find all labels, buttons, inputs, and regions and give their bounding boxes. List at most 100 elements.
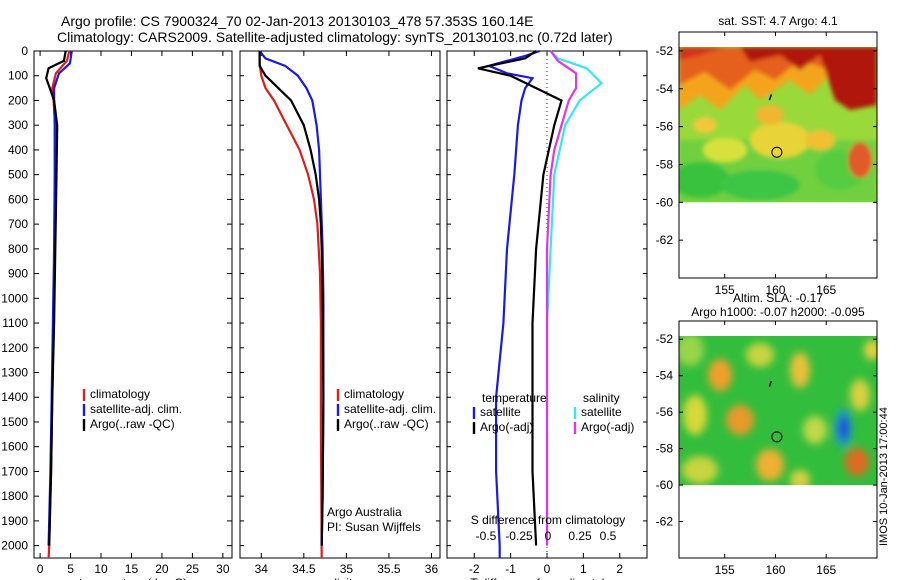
legend-label: satellite (480, 405, 521, 419)
legend-label: Argo(..raw -QC) (344, 417, 429, 431)
secondary-x-tick-label: 0.25 (568, 529, 592, 543)
footer-timestamp: IMOS 10-Jan-2013 17:00:44 (878, 407, 890, 546)
map-title: sat. SST: 4.7 Argo: 4.1 (718, 14, 838, 28)
map-empty-area (679, 485, 877, 558)
x-tick-label: 34 (255, 562, 269, 576)
y-tick-label: -62 (656, 233, 674, 247)
legend-label: Argo(-adj) (480, 420, 533, 434)
x-tick-label: 20 (155, 562, 169, 576)
plot-frame (239, 50, 441, 559)
y-tick-label: 400 (8, 143, 28, 157)
y-tick-label: -52 (656, 44, 674, 58)
y-tick-label: -54 (656, 369, 674, 383)
x-tick-label: 25 (186, 562, 200, 576)
sst-map-panel: -52 -54 -56 -58 -60 -62 155 160 165 sat. SST: 4.7… (656, 14, 878, 297)
y-tick-label: -54 (656, 82, 674, 96)
figure-title-line2: Climatology: CARS2009. Satellite-adjuste… (57, 29, 613, 45)
y-tick-label: 1600 (1, 440, 28, 454)
x-tick-label: 160 (765, 283, 785, 297)
x-tick-label: 155 (715, 563, 735, 577)
y-tick-label: -58 (656, 442, 674, 456)
x-tick-label: 35.5 (377, 562, 401, 576)
series-line (545, 50, 578, 546)
legend-title-salinity: salinity (583, 391, 620, 405)
secondary-x-tick-label: -0.25 (505, 529, 533, 543)
secondary-x-axis-label: S difference from climatology (471, 513, 626, 527)
y-tick-label: 1200 (1, 341, 28, 355)
y-tick-label: 1800 (1, 489, 28, 503)
float-track-mark (768, 94, 773, 101)
x-tick-label: 155 (715, 283, 735, 297)
map-frame (678, 320, 878, 559)
y-tick-label: -56 (656, 120, 674, 134)
y-tick-label: 1500 (1, 415, 28, 429)
y-tick-label: 1400 (1, 390, 28, 404)
argo-position-marker (771, 146, 783, 158)
series-line (258, 51, 323, 559)
y-tick-label: 1900 (1, 514, 28, 528)
legend-label: climatology (90, 387, 150, 401)
y-tick-label: 500 (8, 168, 28, 182)
x-tick-label: 2 (616, 562, 623, 576)
legend-title-temperature: temperature (482, 391, 547, 405)
y-tick-label: -52 (656, 332, 674, 346)
x-tick-label: -1 (505, 562, 516, 576)
y-tick-label: 1000 (1, 291, 28, 305)
figure-title-line1: Argo profile: CS 7900324_70 02-Jan-2013 … (61, 13, 534, 29)
x-tick-label: 36 (425, 562, 439, 576)
legend-label: Argo(..raw -QC) (90, 417, 175, 431)
x-tick-label: 165 (816, 563, 836, 577)
y-tick-label: -62 (656, 515, 674, 529)
x-tick-label: 35 (340, 562, 354, 576)
x-axis-label: T difference from climatology (470, 576, 624, 580)
temperature-panel: 0 5 10 15 20 25 300100200300400500600700800900… (1, 44, 233, 580)
secondary-x-tick-label: -0.5 (476, 529, 497, 543)
y-tick-label: 900 (8, 267, 28, 281)
map-empty-area (679, 202, 877, 278)
series-line (477, 50, 563, 546)
legend-label: satellite-adj. clim. (344, 402, 436, 416)
y-tick-label: -56 (656, 405, 674, 419)
series-line (258, 51, 325, 546)
x-tick-label: 160 (765, 563, 785, 577)
sst-heatmap (679, 47, 877, 203)
y-tick-label: 200 (8, 93, 28, 107)
y-tick-label: -58 (656, 157, 674, 171)
series-line (485, 49, 541, 558)
secondary-x-tick-label: 0 (545, 529, 552, 543)
legend-label: Argo(-adj) (581, 420, 634, 434)
x-tick-label: 34.5 (292, 562, 316, 576)
x-tick-label: 0 (544, 562, 551, 576)
y-tick-label: -60 (656, 478, 674, 492)
x-tick-label: 5 (67, 562, 74, 576)
x-tick-label: -2 (469, 562, 480, 576)
argo-position-marker (771, 431, 783, 443)
salinity-panel: 34 34.5 35 35.5 36 salinity climatologysatelli… (239, 50, 441, 580)
map-title: Argo h1000: -0.07 h2000: -0.095 (691, 305, 865, 319)
plot-frame (33, 50, 233, 559)
legend-label: satellite (581, 405, 622, 419)
y-tick-label: 100 (8, 69, 28, 83)
y-tick-label: -60 (656, 195, 674, 209)
y-tick-label: 0 (21, 44, 28, 58)
y-tick-label: 1100 (2, 316, 28, 330)
y-tick-label: 300 (8, 118, 28, 132)
float-track-mark (768, 380, 773, 387)
annotation-pi: PI: Susan Wijffels (327, 520, 421, 534)
x-tick-label: 10 (94, 562, 108, 576)
x-tick-label: 15 (125, 562, 139, 576)
x-axis-label: salinity (322, 576, 359, 580)
y-tick-label: 1700 (1, 464, 28, 478)
map-frame (678, 31, 878, 279)
sla-map-panel: -52 -54 -56 -58 -60 -62 155 160 165 Altim. SLA: -… (656, 291, 878, 577)
x-tick-label: 30 (216, 562, 230, 576)
legend-label: satellite-adj. clim. (90, 402, 182, 416)
difference-panel: -2 -1 0 1 2T difference from climatology temp… (446, 49, 648, 580)
series-line (45, 50, 67, 546)
map-title: Altim. SLA: -0.17 (733, 291, 823, 305)
x-axis-label: temperature (deg C) (79, 576, 187, 580)
sla-heatmap (679, 336, 877, 494)
y-tick-label: 700 (8, 217, 28, 231)
legend-label: climatology (344, 387, 404, 401)
